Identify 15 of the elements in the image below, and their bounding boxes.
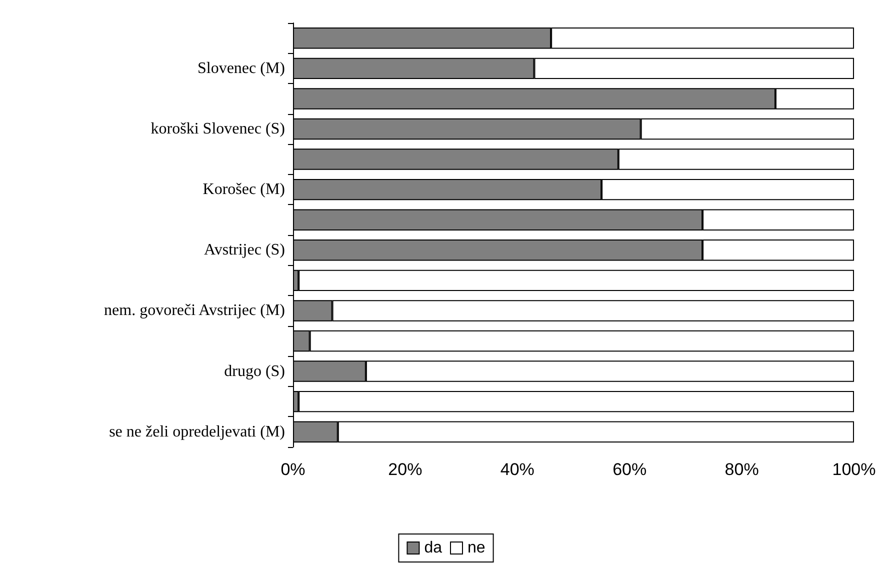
legend-label: ne [468, 540, 486, 556]
x-tick-label: 60% [612, 460, 647, 479]
x-tick-label: 80% [724, 460, 759, 479]
y-tick-label: Korošec (M) [202, 181, 285, 198]
y-tick-label: Avstrijec (S) [204, 242, 285, 259]
y-tick-label: Slovenec (M) [197, 60, 285, 77]
legend-label: da [424, 540, 442, 556]
x-tick-label: 0% [280, 460, 306, 479]
x-tick-label: 100% [832, 460, 876, 479]
x-tick-label: 40% [500, 460, 534, 479]
x-tick-label: 20% [388, 460, 422, 479]
y-tick-label: koroški Slovenec (S) [150, 120, 285, 138]
y-tick-label: nem. govoreči Avstrijec (M) [104, 302, 285, 320]
y-tick-label: drugo (S) [224, 362, 285, 380]
y-tick-label: se ne želi opredeljevati (M) [109, 423, 285, 440]
